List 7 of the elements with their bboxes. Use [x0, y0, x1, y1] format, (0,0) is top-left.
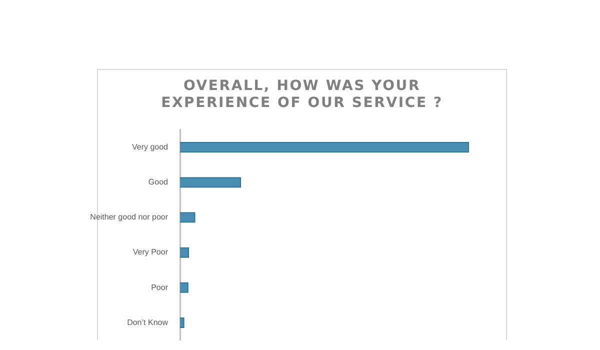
y-tick-label: Good [148, 178, 168, 187]
y-tick-label: Poor [151, 282, 168, 292]
y-tick-label: Neither good nor poor [90, 212, 168, 222]
y-tick-label: Don’t Know [127, 318, 168, 327]
chart-title: OVERALL, HOW WAS YOUR EXPERIENCE OF OUR SERVICE ? [160, 78, 444, 112]
y-tick-label: Very Poor [132, 248, 168, 257]
y-tick-label: Very good [132, 142, 168, 152]
